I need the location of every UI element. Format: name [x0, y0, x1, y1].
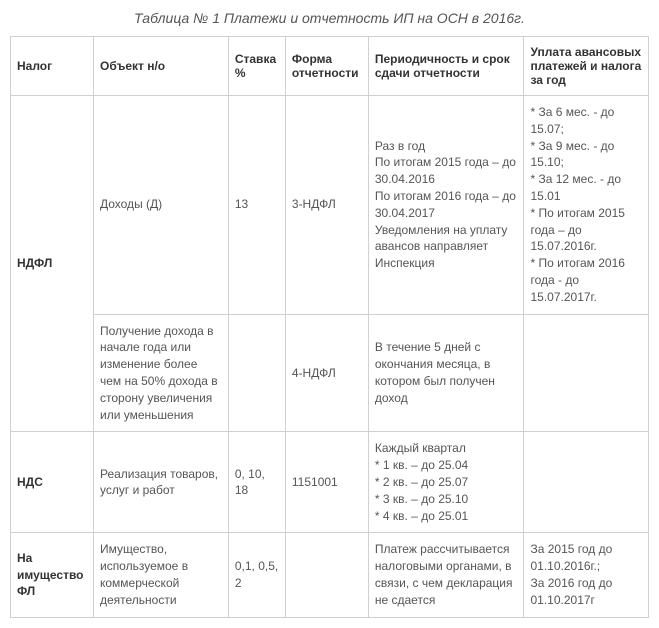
cell-period: В течение 5 дней с окончания месяца, в к…	[368, 314, 524, 432]
cell-period: Каждый квартал* 1 кв. – до 25.04* 2 кв. …	[368, 432, 524, 533]
header-tax: Налог	[11, 37, 94, 96]
table-row: НДФЛ Доходы (Д) 13 3-НДФЛ Раз в годПо ит…	[11, 96, 649, 315]
header-period: Периодичность и срок сдачи отчетности	[368, 37, 524, 96]
cell-rate: 0,1, 0,5, 2	[228, 533, 285, 617]
cell-payment: * За 6 мес. - до 15.07;* За 9 мес. - до …	[524, 96, 649, 315]
table-row: Получение дохода в начале года или измен…	[11, 314, 649, 432]
cell-form	[285, 533, 368, 617]
cell-rate	[228, 314, 285, 432]
header-payment: Уплата авансовых платежей и налога за го…	[524, 37, 649, 96]
cell-object: Доходы (Д)	[93, 96, 228, 315]
cell-tax: НДС	[11, 432, 94, 533]
cell-object: Получение дохода в начале года или измен…	[93, 314, 228, 432]
table-title: Таблица № 1 Платежи и отчетность ИП на О…	[10, 10, 649, 26]
cell-form: 4-НДФЛ	[285, 314, 368, 432]
cell-period: Раз в годПо итогам 2015 года – до 30.04.…	[368, 96, 524, 315]
cell-rate: 13	[228, 96, 285, 315]
cell-period: Платеж рассчитывается налоговыми органам…	[368, 533, 524, 617]
header-form: Форма отчетности	[285, 37, 368, 96]
header-object: Объект н/о	[93, 37, 228, 96]
cell-form: 1151001	[285, 432, 368, 533]
cell-rate: 0, 10, 18	[228, 432, 285, 533]
table-row: На имущество ФЛ Имущество, используемое …	[11, 533, 649, 617]
cell-object: Имущество, используемое в коммерческой д…	[93, 533, 228, 617]
header-rate: Ставка %	[228, 37, 285, 96]
tax-table: Налог Объект н/о Ставка % Форма отчетнос…	[10, 36, 649, 618]
cell-object: Реализация товаров, услуг и работ	[93, 432, 228, 533]
cell-tax: На имущество ФЛ	[11, 533, 94, 617]
table-row: НДС Реализация товаров, услуг и работ 0,…	[11, 432, 649, 533]
cell-form: 3-НДФЛ	[285, 96, 368, 315]
header-row: Налог Объект н/о Ставка % Форма отчетнос…	[11, 37, 649, 96]
cell-tax: НДФЛ	[11, 96, 94, 432]
cell-payment	[524, 432, 649, 533]
cell-payment: За 2015 год до 01.10.2016г.;За 2016 год …	[524, 533, 649, 617]
cell-payment	[524, 314, 649, 432]
